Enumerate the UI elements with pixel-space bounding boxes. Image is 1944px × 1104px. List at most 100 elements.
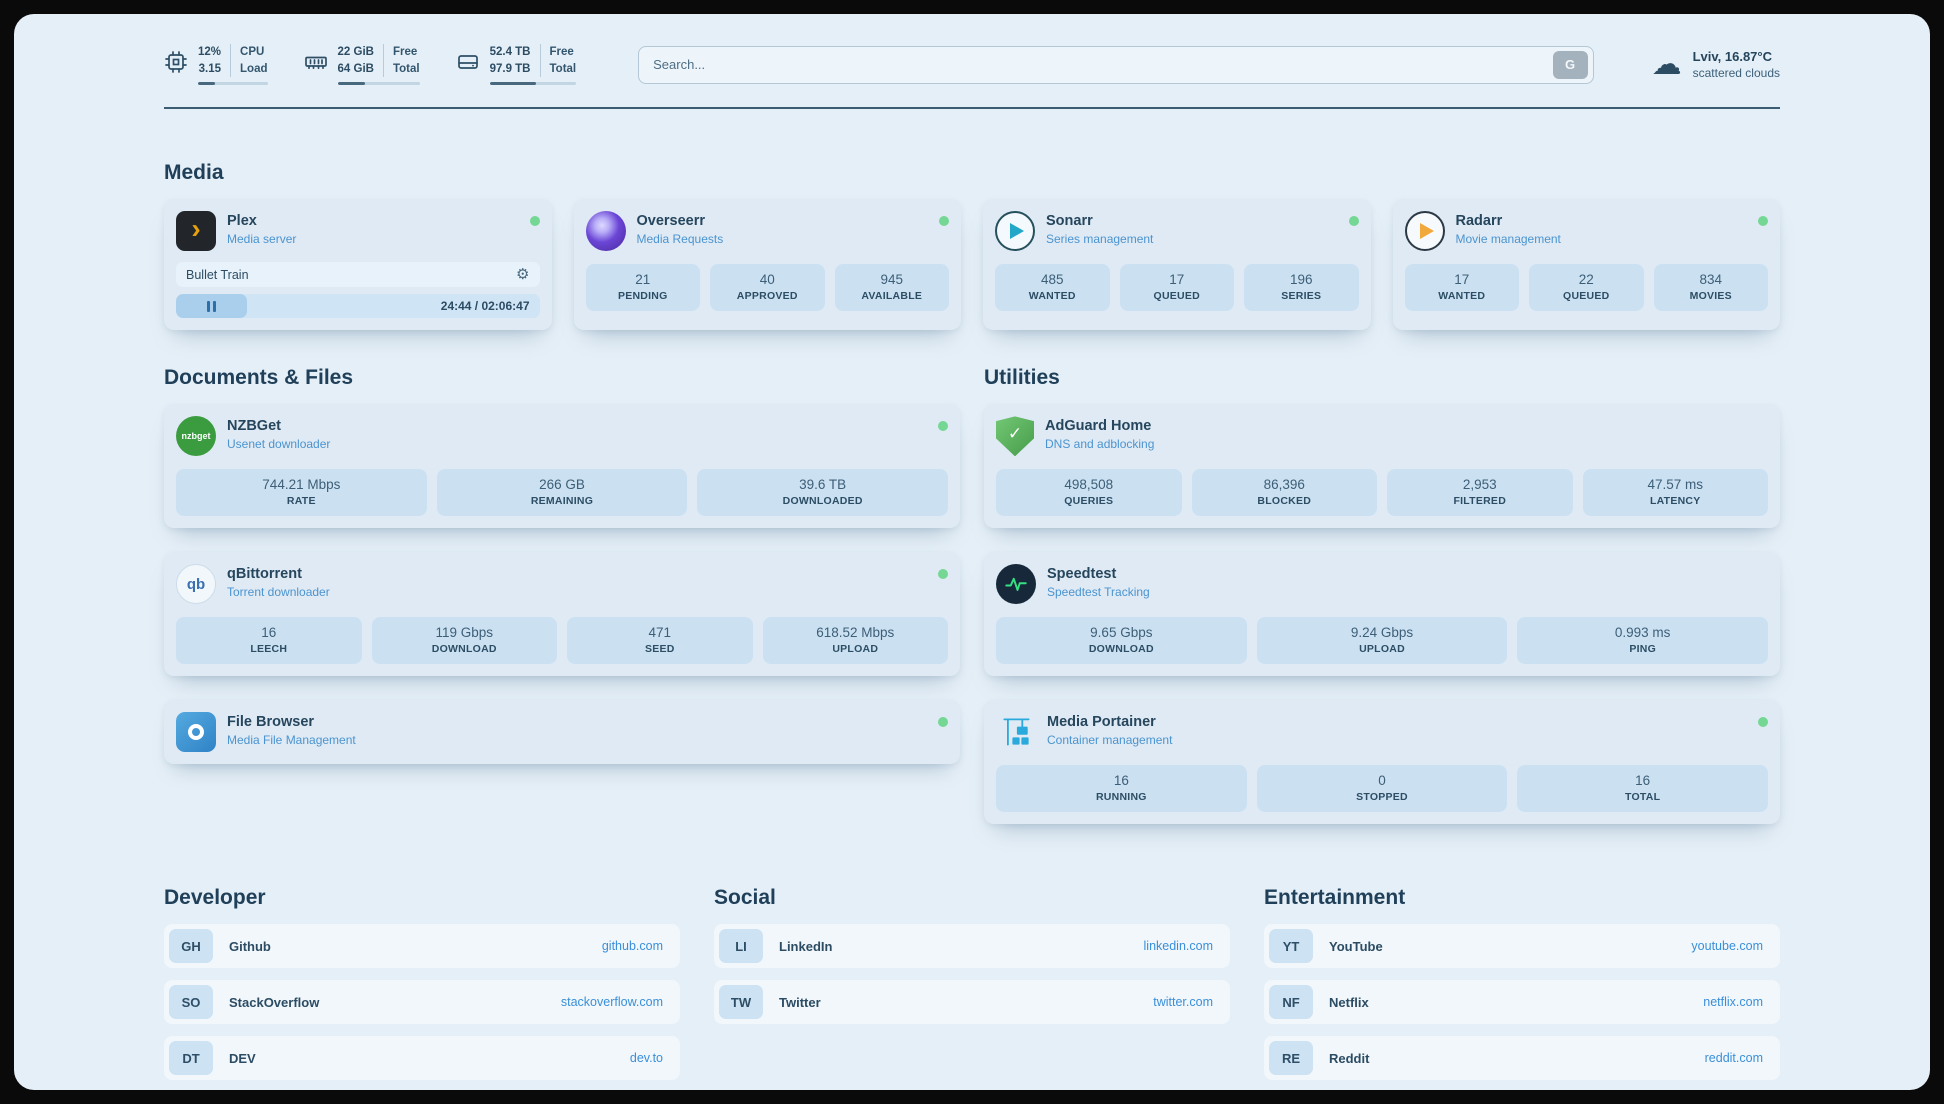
service-card-speedtest[interactable]: Speedtest Speedtest Tracking 9.65 Gbps D…	[984, 552, 1780, 677]
cpu-load-label: Load	[240, 62, 268, 75]
cpu-chip-icon	[164, 50, 188, 79]
bookmark-group-developer: Developer GH Github github.com SO StackO…	[164, 886, 680, 1081]
stat-download: 119 Gbps DOWNLOAD	[371, 617, 557, 665]
stat-leech: 16 LEECH	[176, 617, 362, 665]
dashboard: 12% 3.15 CPU Load	[14, 14, 1930, 1090]
stat-queued: 22 QUEUED	[1529, 264, 1644, 312]
section-title-documents: Documents & Files	[164, 366, 354, 390]
bookmark-name: StackOverflow	[229, 994, 320, 1010]
pause-button[interactable]	[176, 294, 247, 319]
filebrowser-icon	[176, 712, 216, 753]
adguard-shield-icon: ✓	[996, 416, 1034, 457]
ram-widget: 22 GiB 64 GiB Free Total	[304, 44, 420, 86]
disk-free-label: Free	[549, 46, 574, 58]
stat-wanted: 485 WANTED	[995, 264, 1110, 312]
now-playing-title: Bullet Train	[186, 267, 249, 282]
portainer-crane-icon	[996, 712, 1036, 752]
service-name: File Browser	[227, 714, 315, 731]
bookmark-group-entertainment: Entertainment YT YouTube youtube.com NF …	[1264, 886, 1780, 1081]
ram-free-value: 22 GiB	[337, 46, 374, 58]
stat-upload: 9.24 Gbps UPLOAD	[1256, 617, 1508, 665]
bookmark-youtube[interactable]: YT YouTube youtube.com	[1264, 924, 1780, 969]
service-subtitle: Usenet downloader	[227, 437, 331, 452]
status-dot	[938, 717, 948, 728]
bookmark-abbr: RE	[1269, 1041, 1313, 1076]
ram-progress-bar	[337, 82, 420, 86]
bookmark-abbr: SO	[169, 985, 213, 1020]
stat-download: 9.65 Gbps DOWNLOAD	[996, 617, 1247, 665]
speedtest-icon	[996, 564, 1036, 605]
bookmark-reddit[interactable]: RE Reddit reddit.com	[1264, 1036, 1780, 1081]
service-name: Overseerr	[636, 213, 706, 230]
section-title-social: Social	[714, 886, 776, 910]
bookmark-abbr: YT	[1269, 929, 1313, 964]
bookmark-abbr: DT	[169, 1041, 213, 1076]
status-dot	[939, 216, 949, 227]
ram-total-value: 64 GiB	[337, 62, 374, 75]
cpu-usage-label: CPU	[240, 46, 265, 58]
bookmark-twitter[interactable]: TW Twitter twitter.com	[714, 980, 1230, 1025]
service-subtitle: Speedtest Tracking	[1047, 585, 1150, 600]
search-bar[interactable]: G	[638, 45, 1594, 84]
service-card-radarr[interactable]: Radarr Movie management 17 WANTED 22 QUE…	[1392, 199, 1780, 331]
service-subtitle: Media File Management	[227, 733, 356, 748]
cpu-usage-value: 12%	[198, 46, 222, 58]
bookmark-stackoverflow[interactable]: SO StackOverflow stackoverflow.com	[164, 980, 680, 1025]
stat-seed: 471 SEED	[567, 617, 753, 665]
system-widgets: 12% 3.15 CPU Load	[164, 44, 577, 86]
service-name: Media Portainer	[1047, 714, 1156, 731]
service-card-overseerr[interactable]: Overseerr Media Requests 21 PENDING 40 A…	[573, 199, 961, 331]
stat-running: 16 RUNNING	[996, 765, 1247, 813]
section-title-developer: Developer	[164, 886, 266, 910]
weather-widget: ☁ Lviv, 16.87°C scattered clouds	[1652, 49, 1780, 80]
service-card-adguard[interactable]: ✓ AdGuard Home DNS and adblocking 498,50…	[984, 404, 1780, 529]
bookmark-linkedin[interactable]: LI LinkedIn linkedin.com	[714, 924, 1230, 969]
search-provider-button[interactable]: G	[1552, 50, 1588, 79]
plex-icon: ›	[176, 211, 216, 252]
service-card-nzbget[interactable]: nzbget NZBGet Usenet downloader 744.21 M…	[164, 404, 960, 529]
service-name: Plex	[227, 213, 257, 230]
playback-progress-bar[interactable]: 24:44 / 02:06:47	[176, 294, 540, 319]
stat-remaining: 266 GB REMAINING	[436, 469, 688, 517]
service-card-portainer[interactable]: Media Portainer Container management 16 …	[984, 700, 1780, 825]
service-subtitle: Torrent downloader	[227, 585, 330, 600]
stat-blocked: 86,396 BLOCKED	[1191, 469, 1377, 517]
bookmark-netflix[interactable]: NF Netflix netflix.com	[1264, 980, 1780, 1025]
service-card-filebrowser[interactable]: File Browser Media File Management	[164, 700, 960, 765]
stat-latency: 47.57 ms LATENCY	[1582, 469, 1768, 517]
stat-pending: 21 PENDING	[585, 264, 700, 312]
topbar-divider	[164, 107, 1780, 110]
bookmark-url: github.com	[601, 939, 663, 954]
disk-progress-bar	[489, 82, 577, 86]
stat-queries: 498,508 QUERIES	[996, 469, 1182, 517]
service-card-plex[interactable]: › Plex Media server Bullet Train ⚙ 24:44…	[164, 199, 552, 331]
sonarr-icon	[995, 211, 1035, 252]
bookmark-name: Twitter	[779, 994, 821, 1010]
stat-series: 196 SERIES	[1244, 264, 1359, 312]
service-subtitle: Media Requests	[636, 232, 724, 247]
service-subtitle: Media server	[227, 232, 297, 247]
bookmark-url: netflix.com	[1703, 995, 1763, 1010]
nzbget-icon: nzbget	[176, 416, 216, 457]
status-dot	[938, 421, 948, 432]
status-dot	[1758, 216, 1768, 227]
search-input[interactable]	[653, 57, 1553, 73]
bookmark-abbr: NF	[1269, 985, 1313, 1020]
gear-icon[interactable]: ⚙	[516, 266, 530, 284]
disk-icon	[456, 50, 480, 79]
stat-rate: 744.21 Mbps RATE	[176, 469, 427, 517]
cpu-progress-bar	[198, 82, 268, 86]
section-utilities: Utilities ✓ AdGuard Home DNS and adblock…	[984, 366, 1780, 825]
service-card-sonarr[interactable]: Sonarr Series management 485 WANTED 17 Q…	[983, 199, 1371, 331]
cpu-widget: 12% 3.15 CPU Load	[164, 44, 268, 86]
bookmark-github[interactable]: GH Github github.com	[164, 924, 680, 969]
bookmark-group-social: Social LI LinkedIn linkedin.com TW Twitt…	[714, 886, 1230, 1080]
bookmark-abbr: LI	[719, 929, 763, 964]
disk-total-value: 97.9 TB	[489, 62, 531, 75]
service-subtitle: Container management	[1047, 733, 1173, 748]
cloud-icon: ☁	[1651, 47, 1682, 81]
stat-downloaded: 39.6 TB DOWNLOADED	[697, 469, 948, 517]
section-documents: Documents & Files nzbget NZBGet Usenet d…	[164, 366, 960, 765]
bookmark-dev[interactable]: DT DEV dev.to	[164, 1036, 680, 1081]
service-card-qbittorrent[interactable]: qb qBittorrent Torrent downloader 16 LEE…	[164, 552, 960, 677]
